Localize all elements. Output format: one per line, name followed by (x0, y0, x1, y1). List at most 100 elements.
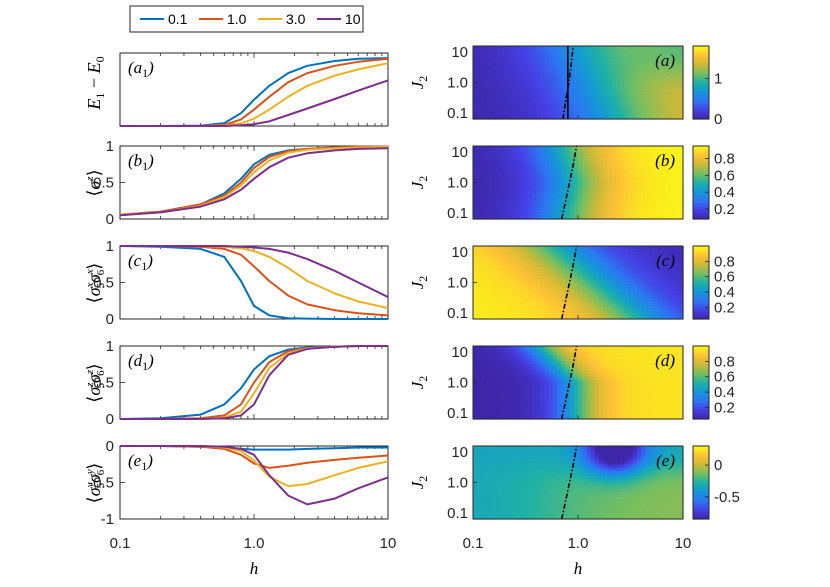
heatmap-cell (674, 170, 680, 174)
heatmap-cell (586, 185, 592, 190)
heatmap-cell (557, 106, 562, 111)
heatmap-cell (611, 164, 617, 168)
heatmap-cell (657, 300, 663, 305)
heatmap-cell (603, 276, 608, 281)
heatmap-cell (536, 209, 541, 214)
heatmap-cell (586, 109, 592, 114)
heatmap-cell (586, 361, 592, 365)
heatmap-cell (489, 358, 495, 362)
heatmap-cell (502, 209, 508, 214)
heatmap-cell (624, 203, 629, 208)
heatmap-cell (632, 394, 638, 399)
heatmap-cell (573, 146, 579, 150)
heatmap-cell (473, 185, 478, 190)
heatmap-cell (599, 188, 604, 193)
heatmap-cell (678, 303, 684, 308)
heatmap-cell (527, 46, 533, 50)
heatmap-cell (485, 391, 491, 396)
heatmap-cell (506, 73, 512, 78)
heatmap-cell (544, 52, 550, 56)
heatmap-cell (590, 276, 596, 281)
colorbar-segment (693, 101, 709, 105)
heatmap-cell (552, 373, 558, 378)
heatmap-cell (502, 167, 508, 171)
heatmap-cell (615, 382, 621, 387)
heatmap-cell (485, 167, 491, 171)
heatmap-cell (531, 297, 537, 302)
heatmap-cell (624, 385, 629, 390)
heatmap-cell (573, 194, 579, 199)
heatmap-cell (544, 382, 550, 387)
heatmap-cell (519, 176, 524, 181)
colorbar-segment (693, 55, 709, 59)
heatmap-cell (594, 112, 600, 117)
heatmap-cell (502, 355, 508, 359)
heatmap-cell (544, 85, 550, 90)
heatmap-cell (531, 155, 537, 159)
heatmap-cell (662, 385, 667, 390)
heatmap-cell (494, 188, 499, 193)
heatmap-cell (485, 170, 491, 174)
heatmap-cell (523, 315, 529, 320)
heatmap-cell (641, 249, 646, 253)
heatmap-cell (611, 312, 617, 317)
heatmap-cell (624, 285, 629, 290)
heatmap-cell (544, 82, 550, 87)
heatmap-cell (599, 397, 604, 402)
heatmap-cell (485, 103, 491, 108)
heatmap-cell (653, 149, 659, 153)
heatmap-cell (565, 370, 571, 374)
heatmap-cell (523, 194, 529, 199)
heatmap-cell (489, 197, 495, 202)
heatmap-cell (552, 379, 558, 384)
heatmap-cell (636, 282, 642, 287)
heatmap-cell (649, 358, 655, 362)
heatmap-cell (620, 364, 625, 368)
heatmap-cell (481, 94, 487, 99)
heatmap-cell (510, 94, 516, 99)
heatmap-cell (628, 197, 634, 202)
heatmap-cell (628, 73, 634, 78)
heatmap-cell (477, 364, 482, 368)
heatmap-cell (569, 97, 575, 102)
heatmap-cell (657, 282, 663, 287)
heatmap-cell (666, 267, 671, 271)
heatmap-cell (473, 146, 478, 150)
heatmap-cell (666, 373, 671, 378)
heatmap-cell (506, 397, 512, 402)
heatmap-cell (531, 258, 537, 262)
heatmap-cell (649, 397, 655, 402)
heatmap-cell (477, 267, 482, 271)
heatmap-cell (477, 355, 482, 359)
heatmap-cell (641, 182, 646, 187)
heatmap-cell (607, 79, 613, 84)
heatmap-cell (590, 270, 596, 274)
heatmap-cell (662, 358, 667, 362)
heatmap-cell (653, 194, 659, 199)
colorbar-segment (693, 148, 709, 152)
y-tick-label: 0.1 (447, 205, 468, 222)
legend: 0.1 1.0 3.0 10 (129, 5, 364, 33)
heatmap-cell (485, 364, 491, 368)
heatmap-cell (510, 76, 516, 81)
heatmap-cell (481, 291, 487, 296)
heatmap-cell (674, 349, 680, 353)
heatmap-cell (552, 106, 558, 111)
heatmap-cell (586, 85, 592, 90)
heatmap-cell (536, 161, 541, 165)
heatmap-cell (628, 261, 634, 265)
heatmap-cell (536, 291, 541, 296)
heatmap-cell (649, 294, 655, 299)
heatmap-cell (494, 55, 499, 59)
heatmap-cell (586, 115, 592, 120)
heatmap-cell (573, 397, 579, 402)
heatmap-cell (653, 203, 659, 208)
heatmap-cell (590, 146, 596, 150)
heatmap-cell (674, 288, 680, 293)
heatmap-cell (678, 291, 684, 296)
heatmap-cell (586, 209, 592, 214)
heatmap-cell (523, 346, 529, 350)
heatmap-cell (540, 167, 545, 171)
heatmap-cell (594, 203, 600, 208)
heatmap-cell (569, 179, 575, 184)
